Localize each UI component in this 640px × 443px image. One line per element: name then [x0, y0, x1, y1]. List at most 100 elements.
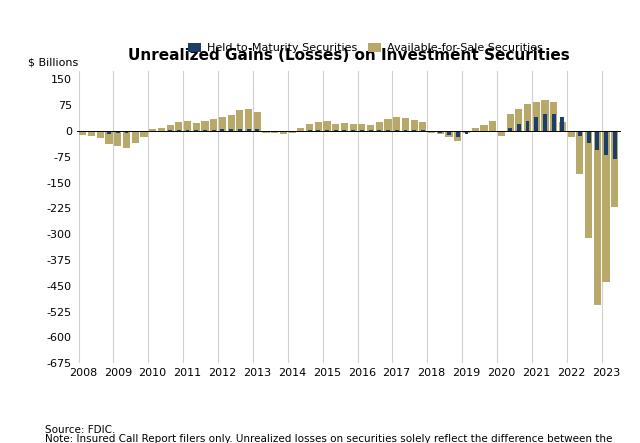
Bar — [402, 118, 409, 131]
Bar — [578, 131, 582, 136]
Bar — [436, 131, 444, 134]
Bar — [238, 128, 242, 131]
Bar — [195, 130, 198, 131]
Bar — [245, 109, 252, 131]
Bar — [175, 122, 182, 131]
Bar — [220, 129, 225, 131]
Bar — [463, 131, 470, 133]
Bar — [132, 131, 139, 143]
Bar — [508, 128, 512, 131]
Bar — [594, 131, 601, 305]
Bar — [140, 131, 147, 136]
Bar — [517, 124, 521, 131]
Bar — [349, 124, 356, 131]
Bar — [561, 117, 564, 131]
Bar — [341, 123, 348, 131]
Text: $ Billions: $ Billions — [28, 58, 78, 68]
Bar — [149, 129, 156, 131]
Bar — [106, 131, 113, 144]
Bar — [323, 121, 331, 131]
Bar — [133, 131, 137, 132]
Bar — [369, 130, 372, 131]
Bar — [585, 131, 592, 238]
Bar — [193, 123, 200, 131]
Bar — [166, 125, 173, 131]
Bar — [524, 104, 531, 131]
Bar — [576, 131, 584, 174]
Bar — [595, 131, 599, 150]
Bar — [403, 130, 408, 131]
Bar — [421, 130, 425, 131]
Bar — [289, 131, 296, 133]
Bar — [212, 130, 216, 131]
Bar — [308, 130, 312, 131]
Bar — [168, 130, 172, 131]
Bar — [219, 117, 226, 131]
Bar — [351, 130, 355, 131]
Bar — [445, 131, 452, 137]
Bar — [142, 131, 146, 132]
Bar — [79, 131, 86, 135]
Bar — [97, 131, 104, 138]
Bar — [228, 115, 235, 131]
Bar — [491, 131, 495, 132]
Bar — [419, 122, 426, 131]
Bar — [333, 130, 338, 131]
Bar — [543, 114, 547, 131]
Bar — [569, 131, 573, 132]
Bar — [412, 130, 416, 131]
Bar — [297, 128, 305, 131]
Bar — [280, 131, 287, 134]
Bar — [447, 131, 451, 135]
Bar — [177, 130, 180, 131]
Bar — [411, 120, 418, 131]
Bar — [552, 114, 556, 131]
Bar — [90, 131, 93, 132]
Bar — [255, 129, 259, 131]
Bar — [210, 119, 217, 131]
Bar — [550, 102, 557, 131]
Text: Source: FDIC.: Source: FDIC. — [45, 425, 115, 435]
Bar — [386, 130, 390, 131]
Bar — [306, 124, 313, 131]
Bar — [465, 131, 468, 134]
Bar — [184, 121, 191, 131]
Bar — [360, 130, 364, 131]
Bar — [611, 131, 618, 207]
Bar — [203, 130, 207, 131]
Bar — [246, 129, 250, 131]
Bar — [253, 112, 261, 131]
Bar — [385, 119, 392, 131]
Bar — [506, 114, 514, 131]
Bar — [489, 121, 496, 131]
Bar — [158, 128, 165, 131]
Bar — [604, 131, 608, 155]
Legend: Held-to-Maturity Securities, Available-for-Sale Securities: Held-to-Maturity Securities, Available-f… — [183, 39, 547, 58]
Bar — [525, 121, 529, 131]
Bar — [515, 109, 522, 131]
Bar — [202, 121, 209, 131]
Bar — [123, 131, 130, 148]
Bar — [482, 131, 486, 132]
Bar — [395, 130, 399, 131]
Bar — [393, 117, 401, 131]
Bar — [612, 131, 617, 159]
Bar — [532, 102, 540, 131]
Bar — [358, 124, 365, 131]
Bar — [438, 131, 442, 133]
Bar — [473, 131, 477, 132]
Bar — [236, 110, 243, 131]
Bar — [332, 124, 339, 131]
Bar — [472, 128, 479, 131]
Bar — [498, 131, 505, 136]
Bar — [587, 131, 591, 143]
Bar — [116, 131, 120, 133]
Bar — [456, 131, 460, 137]
Bar — [454, 131, 461, 141]
Bar — [186, 130, 189, 131]
Bar — [229, 129, 233, 131]
Bar — [325, 130, 329, 131]
Bar — [315, 122, 322, 131]
Bar — [262, 131, 269, 133]
Bar — [378, 130, 381, 131]
